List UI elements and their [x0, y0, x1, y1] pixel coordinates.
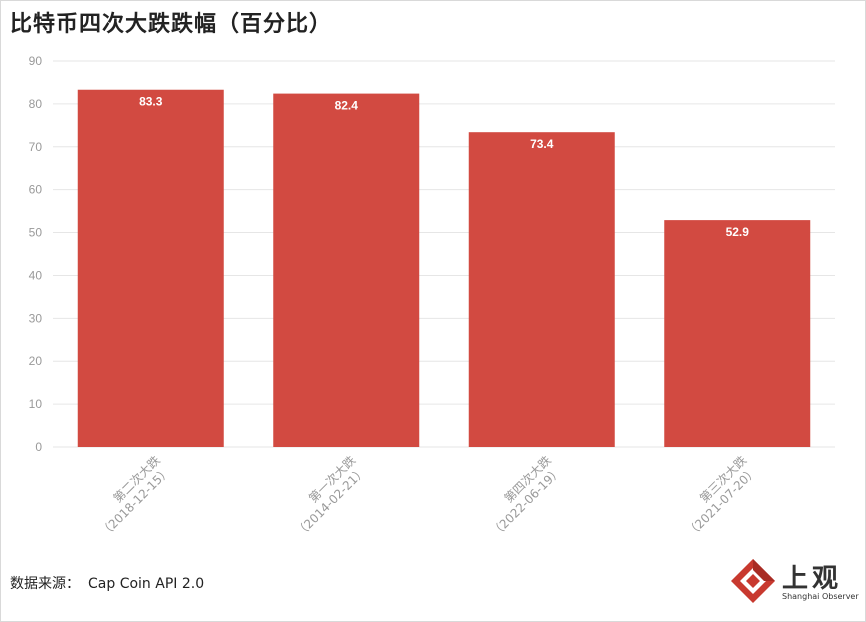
value-labels: 83.3 82.4 73.4 52.9: [139, 95, 749, 239]
y-tick-label: 70: [29, 140, 43, 154]
y-tick-label: 20: [29, 354, 43, 368]
x-tick-label: 第三次大跌（2021-07-20）: [684, 453, 760, 541]
y-axis-ticks: 0 10 20 30 40 50 60 70 80 90: [29, 54, 43, 454]
data-source: 数据来源： Cap Coin API 2.0: [10, 573, 204, 593]
bars: [77, 89, 811, 448]
shanghai-observer-logo: 上观 Shanghai Observer: [730, 556, 859, 606]
logo-subtext: Shanghai Observer: [782, 592, 859, 601]
x-tick-label: 第四次大跌（2022-06-19）: [488, 453, 564, 541]
y-tick-label: 80: [29, 97, 43, 111]
bar: [273, 93, 420, 448]
bar: [468, 132, 615, 447]
x-tick-label: 第一次大跌（2014-02-21）: [293, 453, 369, 541]
bar-value-label: 82.4: [335, 99, 359, 113]
bar-value-label: 73.4: [530, 137, 554, 151]
bar: [664, 220, 811, 447]
source-value: Cap Coin API 2.0: [88, 576, 205, 592]
chart-title: 比特币四次大跌跌幅（百分比）: [10, 12, 333, 37]
source-label: 数据来源：: [10, 576, 80, 592]
bar-value-label: 52.9: [726, 225, 750, 239]
y-tick-label: 40: [29, 268, 43, 282]
bar-chart: 0 10 20 30 40 50 60 70 80 90 83.3 82.4 73.4 52.9 第二次…: [29, 54, 835, 541]
y-tick-label: 30: [29, 311, 43, 325]
y-tick-label: 90: [29, 54, 43, 68]
logo-text: 上观: [782, 564, 843, 594]
y-tick-label: 50: [29, 226, 43, 240]
x-tick-label: 第二次大跌（2018-12-15）: [97, 453, 173, 541]
logo-mark-icon: [731, 559, 775, 603]
y-tick-label: 0: [35, 440, 42, 454]
y-tick-label: 60: [29, 183, 43, 197]
bar: [77, 89, 224, 447]
y-tick-label: 10: [29, 397, 43, 411]
x-axis-ticks: 第二次大跌（2018-12-15） 第一次大跌（2014-02-21） 第四次大跌（…: [97, 453, 760, 541]
bar-value-label: 83.3: [139, 95, 163, 109]
